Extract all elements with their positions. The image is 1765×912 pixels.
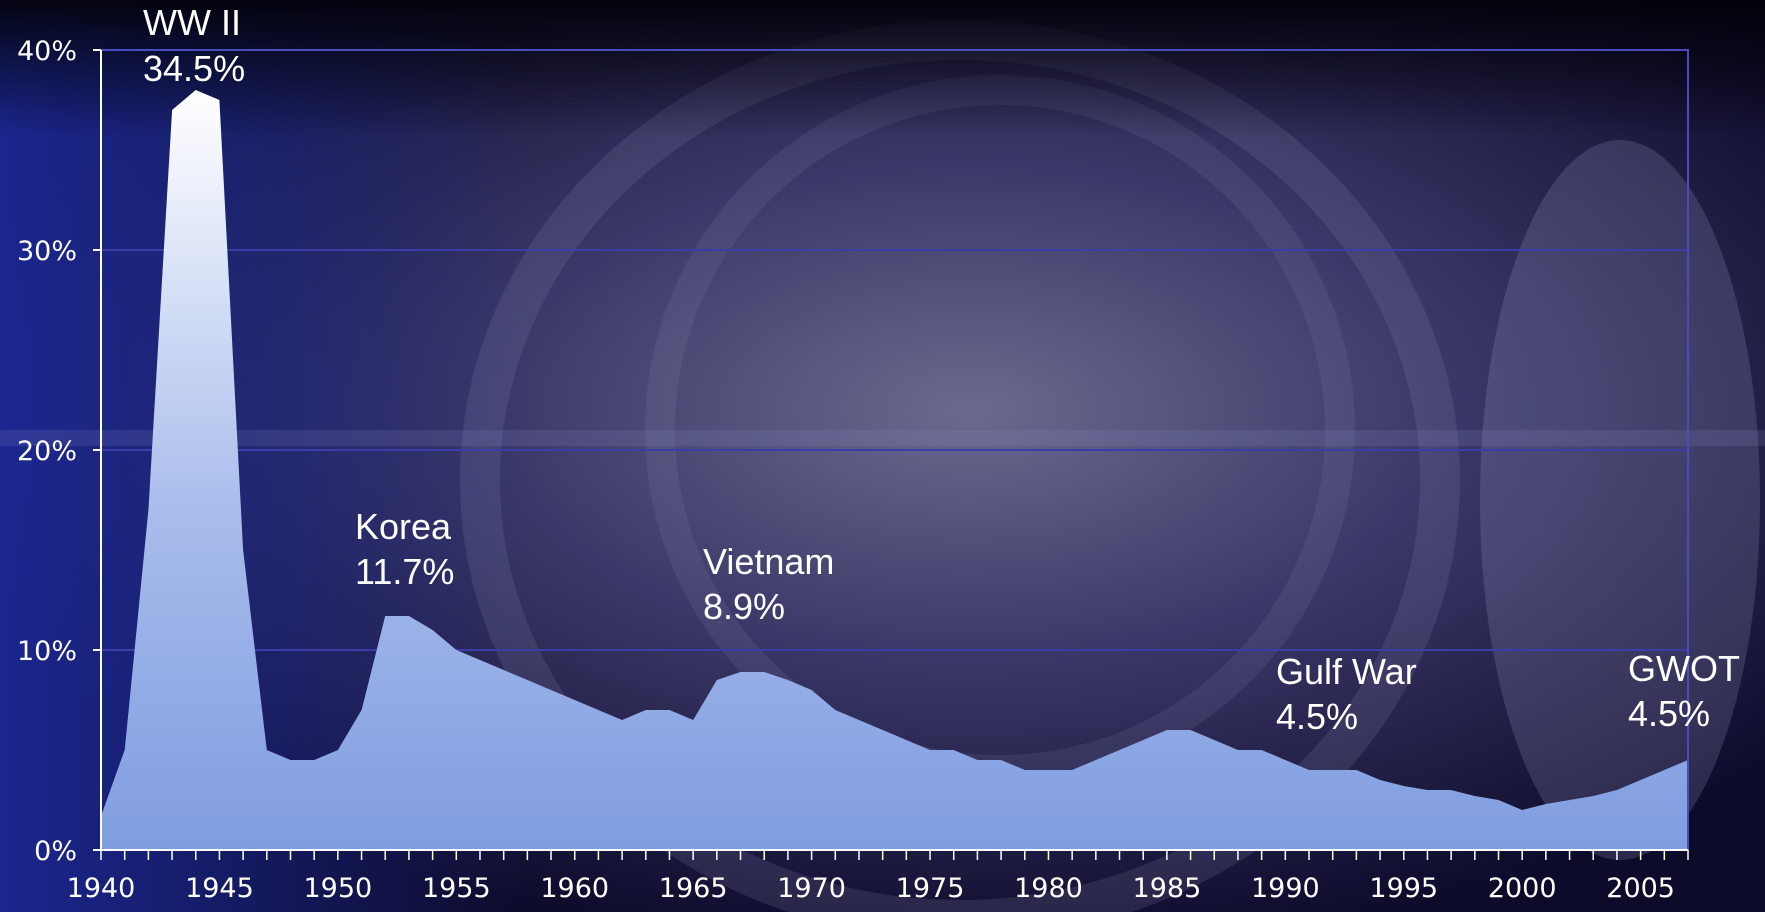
x-tick-label: 1960 [540, 873, 609, 904]
annotation-gulf-war-name: Gulf War [1276, 651, 1417, 692]
x-tick-label: 1965 [659, 873, 728, 904]
x-tick-label: 1970 [777, 873, 846, 904]
y-tick-label: 0% [34, 836, 77, 867]
axes [93, 49, 1689, 860]
annotation-vietnam-name: Vietnam [703, 541, 834, 582]
annotation-gwot-value: 4.5% [1628, 693, 1710, 734]
annotation-gwot-name: GWOT [1628, 648, 1740, 689]
series-area [101, 90, 1688, 850]
x-tick-label: 1990 [1251, 873, 1320, 904]
x-tick-label: 1975 [896, 873, 965, 904]
x-tick-label: 2005 [1606, 873, 1675, 904]
annotation-ww-ii-value: 34.5% [143, 48, 245, 89]
annotation-gulf-war-value: 4.5% [1276, 696, 1358, 737]
x-tick-label: 1940 [67, 873, 136, 904]
annotation-vietnam-value: 8.9% [703, 586, 785, 627]
x-tick-label: 1980 [1014, 873, 1083, 904]
annotation-korea-value: 11.7% [355, 551, 454, 592]
x-tick-label: 1995 [1369, 873, 1438, 904]
y-tick-label: 40% [17, 36, 77, 67]
defense-spending-area [101, 90, 1688, 850]
y-tick-label: 20% [17, 436, 77, 467]
x-tick-label: 1945 [185, 873, 254, 904]
annotation-ww-ii-name: WW II [143, 2, 241, 43]
y-axis-tick-labels: 0% 10% 20% 30% 40% [17, 36, 77, 867]
y-tick-label: 10% [17, 636, 77, 667]
x-tick-label: 2000 [1488, 873, 1557, 904]
x-axis-tick-labels: 1940 1945 1950 1955 1960 1965 1970 1975 1980 1985… [67, 873, 1675, 904]
gridlines [101, 49, 1688, 651]
annotation-korea-name: Korea [355, 506, 452, 547]
x-tick-label: 1955 [422, 873, 491, 904]
y-tick-label: 30% [17, 236, 77, 267]
x-tick-label: 1985 [1133, 873, 1202, 904]
x-tick-label: 1950 [304, 873, 373, 904]
